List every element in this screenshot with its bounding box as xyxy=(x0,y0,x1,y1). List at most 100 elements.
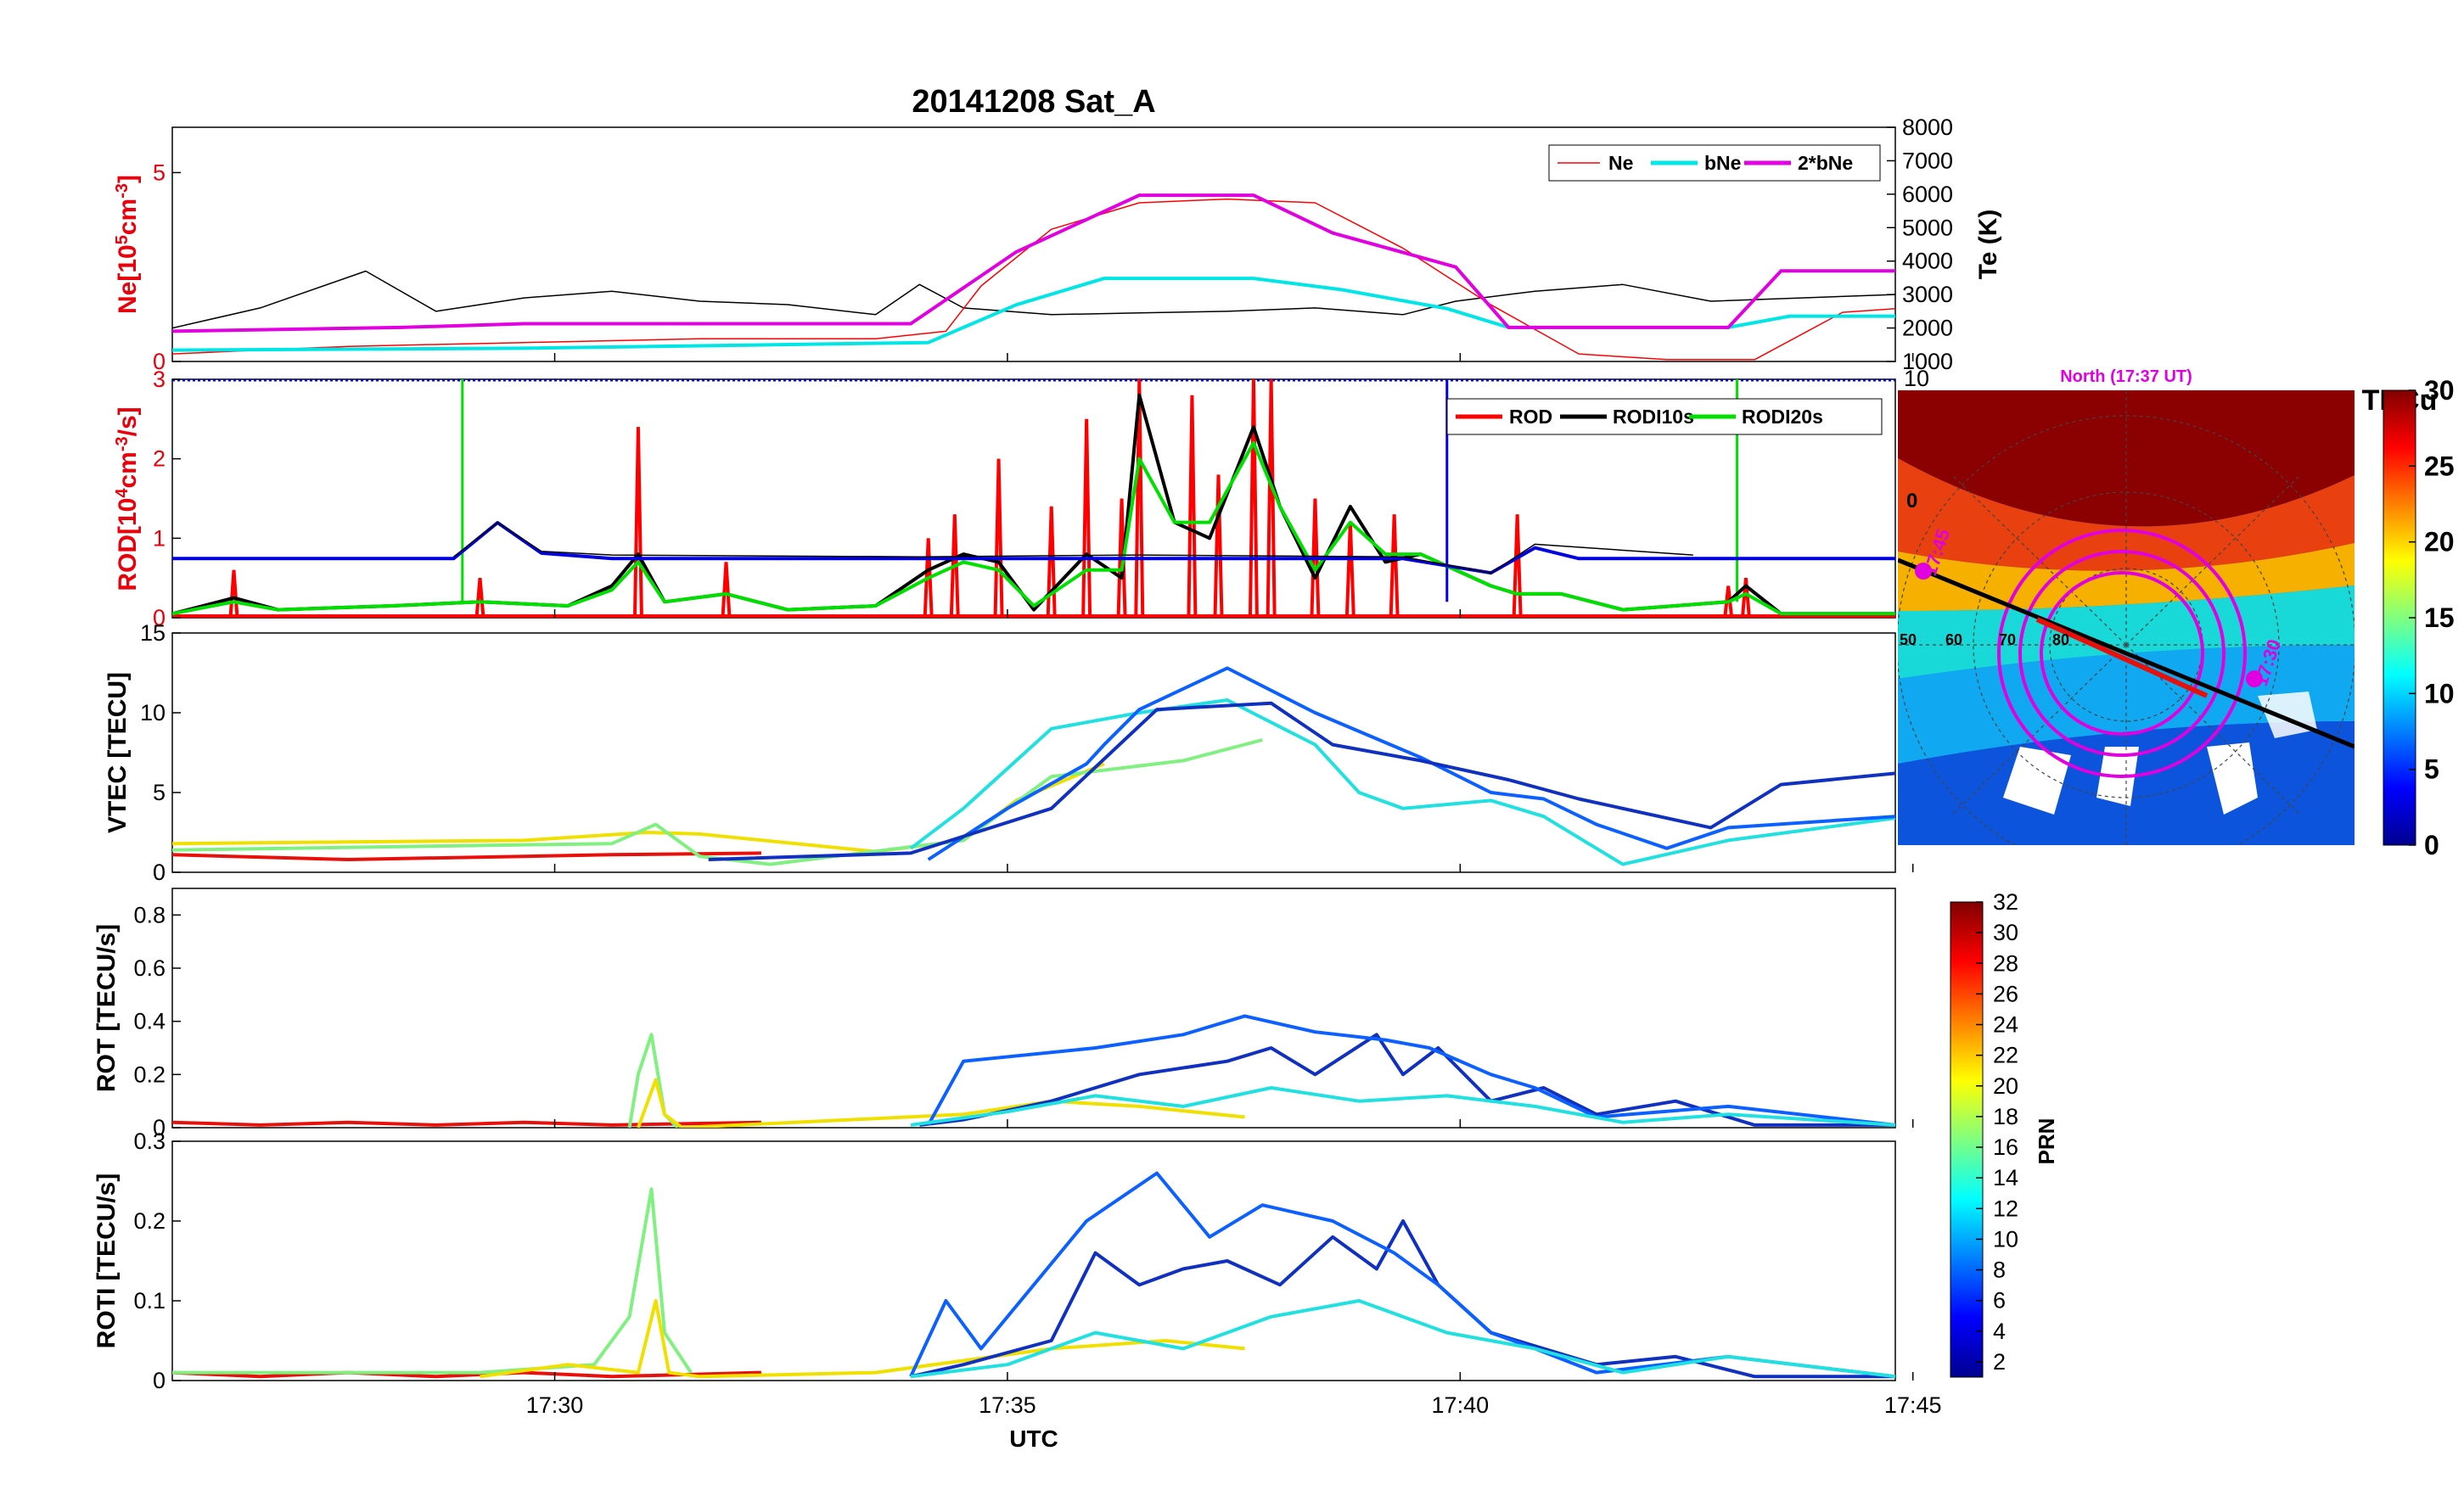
rot-left-tick-label: 0.2 xyxy=(133,1061,166,1087)
series-rod-spike xyxy=(1723,585,1734,618)
rod-legend: ROD RODI10s RODI20s xyxy=(1446,398,1883,435)
ne-te-panel: 0 5 1000 2000 3000 4000 5000 6000 7000 8000 Ne[10… xyxy=(113,115,2002,374)
series-rod-spike xyxy=(1046,506,1057,618)
prn-colorbar-label: PRN xyxy=(2034,1118,2059,1165)
series-rod-spike xyxy=(1081,418,1092,618)
track-start-marker xyxy=(1915,563,1932,580)
series-prn-blue xyxy=(927,666,1895,861)
vtec-left-tick-label: 0 xyxy=(153,860,166,885)
legend-2bne-label: 2*bNe xyxy=(1798,152,1853,174)
track-end-marker xyxy=(2246,670,2263,687)
te-tick-label: 8000 xyxy=(1902,115,1953,140)
prn-cbar-tick-label: 32 xyxy=(1993,889,2018,915)
series-prn-cyan xyxy=(909,698,1895,866)
satellite-track-red xyxy=(2035,617,2209,698)
te-ylabel: Te (K) xyxy=(1974,210,2002,280)
prn-cbar-tick-label: 28 xyxy=(1993,950,2018,976)
tec-cbar-tick-label: 15 xyxy=(2424,602,2455,633)
rot-left-tick-label: 0 xyxy=(153,1115,166,1140)
rod-left-tick-label: 3 xyxy=(153,367,166,392)
rod-left-tick-label: 2 xyxy=(153,446,166,472)
series-right-axis-noise xyxy=(452,522,1693,574)
x-axis: 17:30 17:35 17:40 17:45 xyxy=(526,353,1942,1418)
x-tick-label: 17:35 xyxy=(979,1392,1036,1418)
x-tick-label: 17:30 xyxy=(526,1392,584,1418)
prn-cbar-tick-label: 22 xyxy=(1993,1043,2018,1068)
te-tick-label: 4000 xyxy=(1902,249,1953,274)
series-prn-navy xyxy=(910,1219,1895,1379)
series-prn-yellow xyxy=(480,1299,1245,1379)
series-rod-spike xyxy=(923,538,934,618)
prn-cbar-tick-label: 12 xyxy=(1993,1196,2018,1221)
ne-left-tick-label: 5 xyxy=(153,160,166,185)
rod-left-tick-label: 0 xyxy=(153,605,166,630)
roti-panel: 0 0.1 0.2 0.3 ROTI [TECU/s] xyxy=(93,1129,1896,1393)
prn-cbar-tick-label: 10 xyxy=(1993,1226,2018,1252)
series-rod-spike xyxy=(1213,474,1224,618)
rot-ylabel: ROT [TECU/s] xyxy=(93,924,121,1092)
x-axis-label: UTC xyxy=(1009,1426,1058,1452)
lat-label-50: 50 xyxy=(1900,631,1917,648)
rot-left-tick-label: 0.6 xyxy=(133,955,166,981)
tec-cbar-tick-label: 30 xyxy=(2424,375,2455,406)
lat-label-60: 60 xyxy=(1945,631,1962,648)
vtec-panel: 0 5 10 15 VTEC [TECU] xyxy=(104,620,1896,885)
tec-cbar-tick-label: 0 xyxy=(2424,830,2439,860)
rot-plot-area xyxy=(171,888,1896,1129)
tec-cbar-tick-label: 25 xyxy=(2424,451,2455,481)
legend-bne-label: bNe xyxy=(1704,152,1741,174)
series-rod-spike xyxy=(474,577,486,618)
te-tick-label: 5000 xyxy=(1902,215,1953,240)
polar-map-title: North (17:37 UT) xyxy=(2060,367,2192,386)
prn-cbar-tick-label: 20 xyxy=(1993,1073,2018,1099)
series-rod-spike xyxy=(721,562,732,618)
rod-right-tick-label: 10 xyxy=(1904,366,1929,391)
series-prn-green xyxy=(172,738,1263,866)
series-bne xyxy=(172,277,1895,352)
series-prn-yellow xyxy=(637,1078,1245,1128)
roti-left-tick-label: 0.1 xyxy=(133,1288,166,1314)
rod-panel: 0 1 2 3 10 0 ROD[104cm-3/s] ROD RODI10s RODI2… xyxy=(113,366,1929,630)
prn-cbar-tick-label: 18 xyxy=(1993,1104,2018,1129)
legend-rod-label: ROD xyxy=(1509,406,1552,428)
prn-cbar-tick-label: 2 xyxy=(1993,1349,2006,1375)
prn-cbar-tick-label: 24 xyxy=(1993,1012,2018,1038)
prn-cbar-tick-label: 8 xyxy=(1993,1258,2006,1283)
series-prn-red xyxy=(172,851,761,861)
series-rod-spike xyxy=(1134,379,1145,618)
vtec-left-tick-label: 15 xyxy=(140,620,166,646)
series-prn-green xyxy=(172,1187,693,1375)
series-rod-spike xyxy=(632,427,643,618)
series-rod-spike xyxy=(1740,577,1751,618)
rot-left-tick-label: 0.8 xyxy=(133,902,166,927)
series-prn-cyan xyxy=(910,1299,1895,1379)
series-rod-spike xyxy=(1389,514,1400,618)
series-prn-cyan xyxy=(910,1086,1895,1127)
roti-ylabel: ROTI [TECU/s] xyxy=(93,1174,121,1349)
legend-ne-label: Ne xyxy=(1608,152,1633,174)
ne-left-tick-label: 0 xyxy=(153,349,166,374)
prn-colorbar xyxy=(1950,901,1984,1378)
series-rodi20s xyxy=(172,440,1895,616)
satellite-track-line xyxy=(1898,557,2355,749)
x-tick-label: 17:40 xyxy=(1432,1392,1490,1418)
rod-ylabel: ROD[104cm-3/s] xyxy=(113,406,142,591)
series-prn-red xyxy=(172,1120,761,1127)
vtec-ylabel: VTEC [TECU] xyxy=(104,672,132,833)
figure-title: 20141208 Sat_A xyxy=(912,84,1155,120)
roti-left-tick-label: 0.3 xyxy=(133,1129,166,1154)
tec-cbar-tick-label: 10 xyxy=(2424,678,2455,709)
te-tick-label: 2000 xyxy=(1902,316,1953,341)
tec-cbar-tick-label: 5 xyxy=(2424,754,2439,785)
x-tick-label: 17:45 xyxy=(1884,1392,1942,1418)
vtec-left-tick-label: 5 xyxy=(153,780,166,805)
legend-rodi10-label: RODI10s xyxy=(1613,406,1694,428)
te-tick-label: 3000 xyxy=(1902,282,1953,307)
prn-cbar-tick-label: 6 xyxy=(1993,1288,2006,1314)
series-ne xyxy=(172,198,1895,361)
roti-left-tick-label: 0.2 xyxy=(133,1208,166,1234)
tec-cbar-tick-label: 20 xyxy=(2424,527,2455,557)
series-rod-spike xyxy=(1310,498,1321,618)
series-rod-spike xyxy=(1187,395,1198,618)
